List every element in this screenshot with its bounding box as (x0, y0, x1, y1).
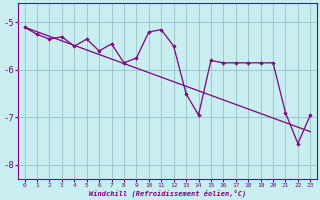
X-axis label: Windchill (Refroidissement éolien,°C): Windchill (Refroidissement éolien,°C) (89, 189, 246, 197)
